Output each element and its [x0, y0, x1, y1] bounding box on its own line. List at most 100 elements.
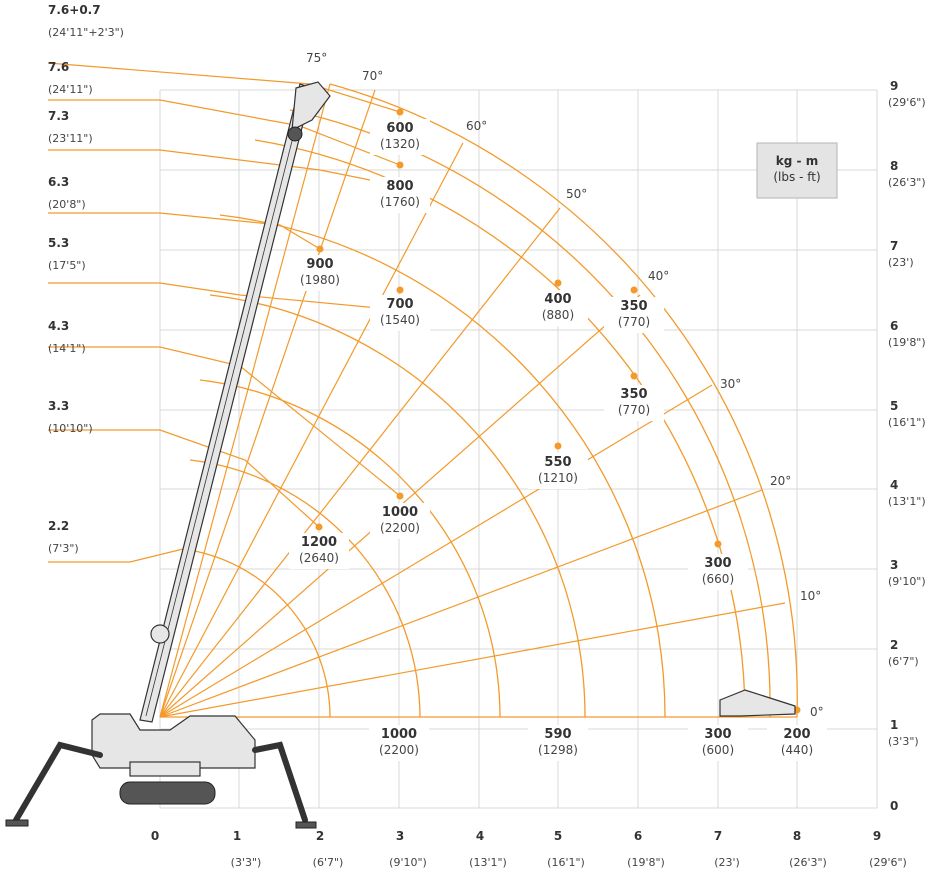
arc-7-3 — [254, 139, 746, 718]
y-tick-m: 5 — [890, 399, 898, 413]
arc-2-2 — [182, 548, 331, 718]
boom-length-m: 2.2 — [48, 519, 69, 533]
capacity-lbs: (1298) — [538, 743, 578, 757]
leader-3-3 — [48, 429, 320, 528]
outrigger-right — [252, 741, 308, 823]
angle-label: 70° — [362, 69, 383, 83]
outrigger-pad-right — [295, 821, 317, 829]
arc-6-3 — [219, 214, 666, 718]
angle-label: 50° — [566, 187, 587, 201]
angle-label: 75° — [306, 51, 327, 65]
boom-length-m: 3.3 — [48, 399, 69, 413]
y-tick-ft: (26'3") — [888, 176, 926, 189]
x-tick-ft: (29'6") — [869, 856, 907, 869]
crane-boom-head — [291, 81, 331, 132]
y-tick-ft: (29'6") — [888, 96, 926, 109]
y-tick-ft: (16'1") — [888, 416, 926, 429]
y-tick-ft: (6'7") — [888, 655, 919, 668]
crane-illustration — [5, 81, 796, 829]
capacity-kg: 1200 — [301, 535, 337, 550]
ray-30 — [159, 384, 713, 718]
capacity-lbs: (2200) — [380, 521, 420, 535]
ray-10 — [159, 602, 786, 718]
capacity-kg: 350 — [620, 299, 647, 314]
x-tick-ft: (13'1") — [469, 856, 507, 869]
boom-length-m: 4.3 — [48, 319, 69, 333]
capacity-points — [315, 108, 801, 714]
boom-length-m: 7.6 — [48, 60, 69, 74]
x-tick-m: 7 — [714, 829, 722, 843]
capacity-lbs: (1210) — [538, 471, 578, 485]
ray-50 — [159, 207, 561, 718]
x-tick-ft: (23') — [714, 856, 740, 869]
ray-70 — [159, 89, 376, 718]
angle-label: 40° — [648, 269, 669, 283]
x-tick-m: 4 — [476, 829, 484, 843]
x-tick-ft: (26'3") — [789, 856, 827, 869]
crane-base — [129, 761, 201, 777]
hook-icon — [287, 126, 303, 142]
capacity-lbs: (770) — [618, 315, 650, 329]
arc-4-3 — [199, 379, 501, 718]
y-tick-m: 0 — [890, 799, 898, 813]
y-tick-m: 6 — [890, 319, 898, 333]
leader-7-3 — [48, 149, 401, 187]
capacity-kg: 300 — [704, 556, 731, 571]
arc-3-3 — [189, 459, 421, 718]
units-line1: kg - m — [776, 154, 818, 168]
boom-length-m: 7.3 — [48, 109, 69, 123]
boom-length-ft: (17'5") — [48, 259, 86, 272]
angle-label: 0° — [810, 705, 824, 719]
x-tick-ft: (9'10") — [389, 856, 427, 869]
boom-length-m: 5.3 — [48, 236, 69, 250]
capacity-lbs: (2640) — [299, 551, 339, 565]
y-axis-ticks: 0 1 (3'3") 2 (6'7") 3 (9'10") 4 (13'1") 5 (16'1") 6… — [888, 79, 926, 813]
angle-label: 10° — [800, 589, 821, 603]
y-tick-m: 2 — [890, 638, 898, 652]
x-tick-ft: (19'8") — [627, 856, 665, 869]
capacity-lbs: (660) — [702, 572, 734, 586]
x-tick-m: 9 — [873, 829, 881, 843]
capacity-lbs: (1980) — [300, 273, 340, 287]
ray-60 — [159, 142, 464, 718]
capacity-kg: 900 — [306, 257, 333, 272]
capacity-lbs: (880) — [542, 308, 574, 322]
boom-length-ft: (20'8") — [48, 198, 86, 211]
capacity-kg: 350 — [620, 387, 647, 402]
y-tick-m: 8 — [890, 159, 898, 173]
capacity-kg: 200 — [783, 727, 810, 742]
leader-6-3 — [48, 212, 321, 250]
y-tick-ft: (23') — [888, 256, 914, 269]
angle-label: 30° — [720, 377, 741, 391]
y-tick-ft: (9'10") — [888, 575, 926, 588]
x-tick-m: 5 — [554, 829, 562, 843]
y-tick-m: 3 — [890, 558, 898, 572]
capacity-kg: 800 — [386, 179, 413, 194]
boom-length-ft: (10'10") — [48, 422, 93, 435]
y-tick-m: 9 — [890, 79, 898, 93]
x-axis-ticks: 0 1 (3'3") 2 (6'7") 3 (9'10") 4 (13'1") 5 (16'1") 6… — [151, 829, 907, 869]
capacity-kg: 700 — [386, 297, 413, 312]
leader-2-2 — [48, 548, 184, 563]
capacity-kg: 600 — [386, 121, 413, 136]
x-tick-m: 6 — [634, 829, 642, 843]
capacity-kg: 1000 — [381, 727, 417, 742]
y-tick-m: 1 — [890, 718, 898, 732]
boom-length-ft: (14'1") — [48, 342, 86, 355]
x-tick-m: 0 — [151, 829, 159, 843]
capacity-lbs: (770) — [618, 403, 650, 417]
y-tick-ft: (13'1") — [888, 495, 926, 508]
capacity-kg: 590 — [544, 727, 571, 742]
arc-7-6 — [289, 109, 771, 718]
capacity-lbs: (2200) — [379, 743, 419, 757]
y-tick-m: 4 — [890, 478, 898, 492]
outrigger-pad-left — [5, 819, 29, 827]
ray-20 — [159, 489, 763, 718]
capacity-lbs: (1320) — [380, 137, 420, 151]
arc-5-3 — [209, 294, 586, 718]
units-legend: kg - m (lbs - ft) — [756, 142, 838, 199]
angle-labels: 75° 70° 60° 50° 40° 30° 20° 10° 0° — [306, 51, 824, 719]
crane-body — [91, 713, 256, 769]
angle-label: 60° — [466, 119, 487, 133]
